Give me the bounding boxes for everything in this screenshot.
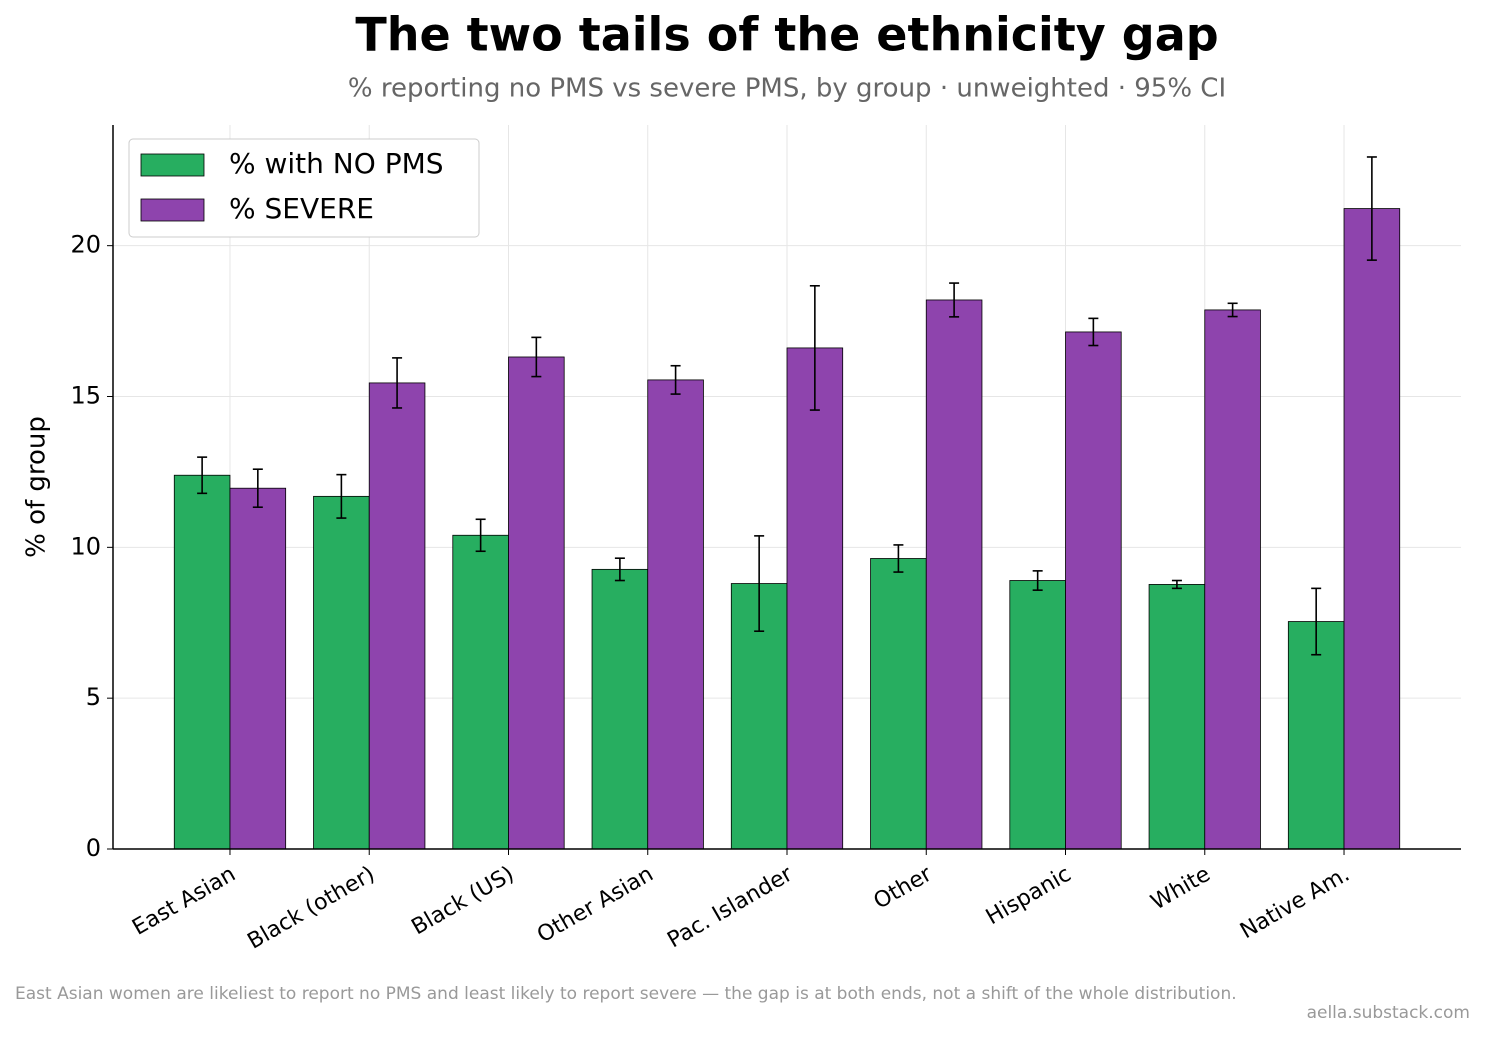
error-bar (1088, 317, 1099, 347)
x-tick-label: Black (US) (407, 862, 518, 941)
error-bar (614, 557, 625, 582)
x-tick-label: Pac. Islander (663, 861, 797, 953)
bar (508, 356, 565, 850)
error-bar (949, 282, 960, 318)
y-tick-label: 0 (86, 834, 101, 862)
bar (173, 474, 231, 850)
error-bar (336, 473, 347, 519)
y-tick-label: 15 (70, 382, 101, 410)
x-tick-label: Black (other) (243, 862, 379, 955)
error-bar (531, 336, 542, 378)
error-bar (893, 544, 904, 573)
error-bar (197, 456, 208, 495)
bar (368, 382, 426, 850)
error-bar (1171, 579, 1182, 590)
x-tick-label: East Asian (128, 862, 240, 941)
bar (1287, 621, 1345, 850)
bar (452, 534, 509, 850)
y-tick-label: 20 (70, 231, 101, 259)
x-tick-label: Other (870, 861, 937, 914)
legend-label: % with NO PMS (229, 147, 444, 180)
bar (229, 487, 287, 850)
legend-frame (128, 138, 480, 238)
legend: % with NO PMS % SEVERE (128, 138, 480, 238)
bar (786, 347, 844, 850)
error-bar (392, 357, 403, 409)
legend-swatch (140, 153, 205, 177)
error-bar (809, 284, 820, 411)
error-bar (670, 364, 681, 395)
bar (1343, 208, 1401, 850)
bar (1065, 331, 1122, 850)
error-bar (754, 535, 765, 632)
error-bar (1366, 156, 1377, 261)
legend-swatch (140, 198, 205, 222)
bar (313, 495, 370, 850)
x-tick-label: Native Am. (1236, 862, 1354, 945)
bar (870, 558, 927, 850)
y-tick-label: 10 (70, 532, 101, 560)
bar (647, 379, 704, 850)
x-tick-label: Other Asian (533, 862, 658, 948)
error-bar (1227, 302, 1238, 318)
error-bar (475, 518, 486, 553)
chart: The two tails of the ethnicity gap % rep… (22, 8, 1461, 955)
error-bar (1032, 570, 1043, 591)
x-tick-label: White (1147, 862, 1215, 916)
bar (1148, 584, 1206, 850)
bar (591, 568, 649, 850)
error-bar (1311, 587, 1322, 656)
chart-title: The two tails of the ethnicity gap (355, 8, 1218, 62)
chart-subtitle: % reporting no PMS vs severe PMS, by gro… (348, 74, 1226, 104)
legend-label: % SEVERE (229, 192, 374, 225)
x-tick-label: Hispanic (982, 862, 1076, 931)
credit: aella.substack.com (1306, 1003, 1470, 1023)
bar (1204, 309, 1261, 850)
y-axis-label: % of group (22, 416, 52, 558)
footnote: East Asian women are likeliest to report… (15, 984, 1237, 1004)
bar (1009, 580, 1066, 850)
y-tick-label: 5 (86, 683, 101, 711)
error-bar (252, 468, 263, 509)
bar (925, 299, 983, 850)
